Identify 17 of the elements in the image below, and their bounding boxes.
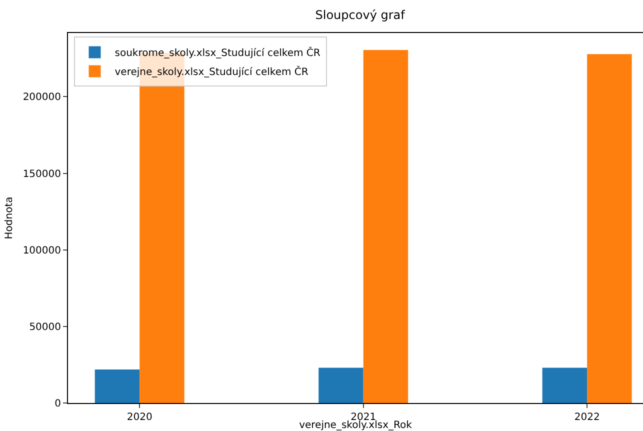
y-tick-label: 0 — [54, 398, 61, 410]
bar — [363, 50, 408, 403]
x-axis-title: verejne_skoly.xlsx_Rok — [299, 420, 412, 431]
y-tick-label: 200000 — [22, 92, 61, 104]
y-tick-label: 100000 — [22, 245, 61, 256]
bar — [94, 369, 140, 403]
legend-label: soukrome_skoly.xlsx_Studující celkem ČR — [114, 46, 320, 60]
bar — [318, 368, 364, 403]
x-tick-label: 2022 — [574, 412, 600, 423]
y-tick-label: 50000 — [29, 322, 61, 333]
legend-label: verejne_skoly.xlsx_Studující celkem ČR — [114, 65, 308, 78]
y-axis-title: Hodnota — [4, 196, 15, 240]
chart-title: Sloupcový graf — [315, 8, 406, 22]
y-tick-label: 150000 — [22, 168, 61, 180]
bar — [542, 368, 588, 403]
x-tick-label: 2020 — [126, 412, 152, 423]
bar — [587, 54, 632, 403]
